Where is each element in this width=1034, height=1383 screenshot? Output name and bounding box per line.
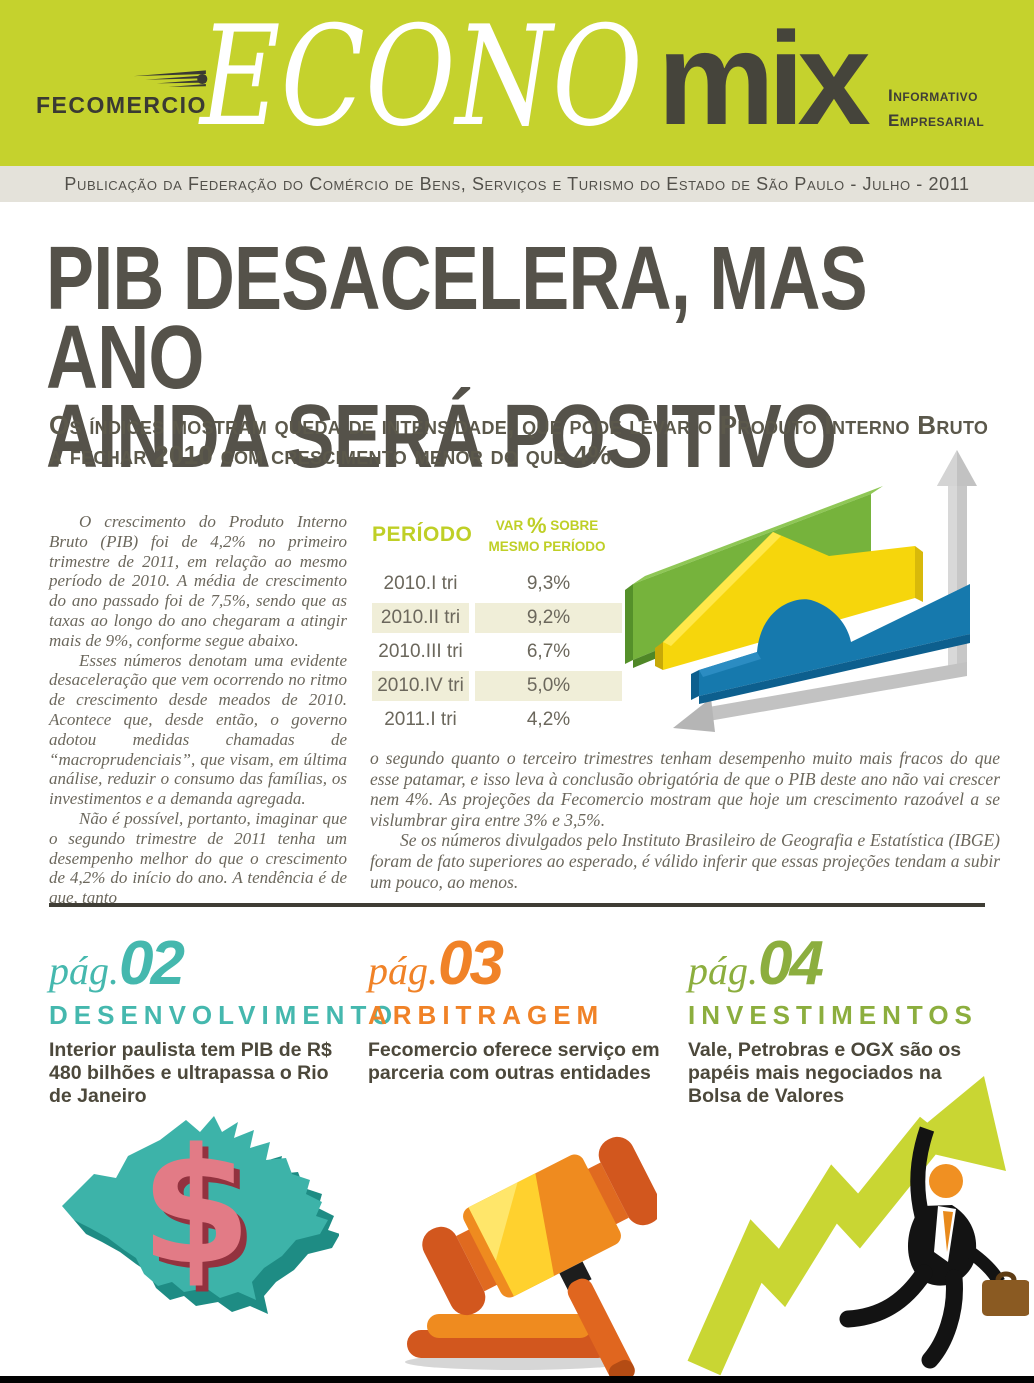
tagline-line2: Empresarial: [888, 110, 985, 130]
masthead-tagline: Informativo Empresarial: [888, 84, 984, 133]
3d-area-chart-illustration: [625, 450, 977, 732]
section-teaser-arbitragem: pág. 03 ARBITRAGEM Fecomercio oferece se…: [368, 929, 673, 1085]
paragraph: Esses números denotam uma evidente desac…: [49, 650, 347, 809]
article-body-right-column: o segundo quanto o terceiro trimestres t…: [370, 748, 1000, 892]
paragraph: O crescimento do Produto Interno Bruto (…: [49, 512, 347, 650]
deck-line2: a fechar 2010 com crescimento menor do q…: [49, 440, 612, 470]
header-var-pre: VAR: [495, 518, 524, 533]
value-cell: 5,0%: [475, 670, 622, 701]
headline-line1: PIB DESACELERA, MAS ANO: [46, 229, 868, 408]
table-header-row: PERÍODO VAR % SOBRE MESMO PERÍODO: [372, 513, 622, 554]
headline-line2: AINDA SERÁ POSITIVO: [46, 387, 837, 487]
fecomercio-wordmark: FECOMERCIO: [36, 92, 207, 118]
economix-logo: ECONO mix: [200, 0, 871, 157]
header-var-percent: %: [526, 513, 547, 538]
pag-label: pág.: [368, 948, 438, 993]
section-teaser-desenvolvimento: pág. 02 DESENVOLVIMENTO Interior paulist…: [49, 929, 399, 1108]
section-divider: [49, 903, 985, 907]
table-row: 2010.I tri 9,3%: [372, 567, 622, 601]
page-indicator: pág. 03: [368, 929, 673, 998]
dollar-sign-shadow: $: [146, 1119, 257, 1306]
deck-line1: Os índices mostram queda de intensidade,…: [49, 410, 989, 440]
header-var-post: SOBRE: [550, 518, 599, 533]
section-title: INVESTIMENTOS: [688, 1000, 978, 1030]
table-row: 2010.II tri 9,2%: [372, 601, 622, 635]
value-cell: 4,2%: [526, 708, 571, 730]
header-var-line2: MESMO PERÍODO: [488, 538, 606, 554]
value-cell: 9,2%: [475, 602, 622, 633]
section-title: ARBITRAGEM: [368, 1000, 605, 1030]
page-bottom-edge: [0, 1376, 1034, 1383]
table-row: 2010.III tri 6,7%: [372, 635, 622, 669]
section-description: Fecomercio oferece serviço em parceria c…: [368, 1039, 660, 1084]
paragraph: o segundo quanto o terceiro trimestres t…: [370, 748, 1000, 830]
pib-variation-table: PERÍODO VAR % SOBRE MESMO PERÍODO 2010.I…: [372, 513, 622, 737]
table-body: 2010.I tri 9,3% 2010.II tri 9,2% 2010.II…: [372, 567, 622, 737]
fecomercio-wing-icon: [133, 70, 208, 87]
section-description: Vale, Petrobras e OGX são os papéis mais…: [688, 1039, 962, 1107]
table-row: 2011.I tri 4,2%: [372, 703, 622, 737]
fecomercio-logo: FECOMERCIO: [36, 70, 236, 119]
sao-paulo-map-dollar-icon: $ $: [62, 1113, 339, 1314]
rising-arrow-businessman-icon: [687, 1076, 1029, 1376]
article-headline: PIB DESACELERA, MAS ANO AINDA SERÁ POSIT…: [46, 229, 1006, 487]
dollar-sign: $: [140, 1113, 251, 1300]
page-indicator: pág. 02: [49, 929, 354, 998]
period-cell: 2010.IV tri: [372, 670, 469, 701]
period-cell: 2010.II tri: [372, 602, 469, 633]
pag-label: pág.: [688, 948, 758, 993]
section-title: DESENVOLVIMENTO: [49, 1000, 399, 1030]
page-number: 04: [758, 929, 824, 998]
publication-strapline: Publicação da Federação do Comércio de B…: [0, 166, 1034, 202]
section-teaser-investimentos: pág. 04 INVESTIMENTOS Vale, Petrobras e …: [688, 929, 993, 1108]
economix-logo-serif: ECONO: [200, 0, 643, 157]
paragraph: Não é possível, portanto, imaginar que o…: [49, 808, 347, 908]
tagline-line1: Informativo: [888, 86, 978, 105]
article-deck: Os índices mostram queda de intensidade,…: [49, 410, 989, 470]
page-number: 03: [438, 929, 504, 998]
paragraph: Se os números divulgados pelo Instituto …: [370, 830, 1000, 892]
value-cell: 9,3%: [526, 572, 571, 594]
article-body-left-column: O crescimento do Produto Interno Bruto (…: [49, 512, 347, 908]
period-cell: 2010.III tri: [378, 640, 463, 662]
economix-logo-bold: mix: [657, 5, 870, 152]
section-description: Interior paulista tem PIB de R$ 480 bilh…: [49, 1039, 332, 1107]
page-number: 02: [119, 929, 185, 998]
period-cell: 2011.I tri: [384, 708, 457, 730]
gavel-icon: [405, 1136, 657, 1381]
page-indicator: pág. 04: [688, 929, 993, 998]
value-cell: 6,7%: [526, 640, 571, 662]
pag-label: pág.: [49, 948, 119, 993]
table-header-period: PERÍODO: [372, 523, 473, 546]
period-cell: 2010.I tri: [383, 572, 458, 594]
table-header-variation: VAR % SOBRE MESMO PERÍODO: [472, 513, 622, 554]
table-row: 2010.IV tri 5,0%: [372, 669, 622, 703]
masthead: FECOMERCIO ECONO mix Informativo Empresar…: [0, 0, 1034, 166]
